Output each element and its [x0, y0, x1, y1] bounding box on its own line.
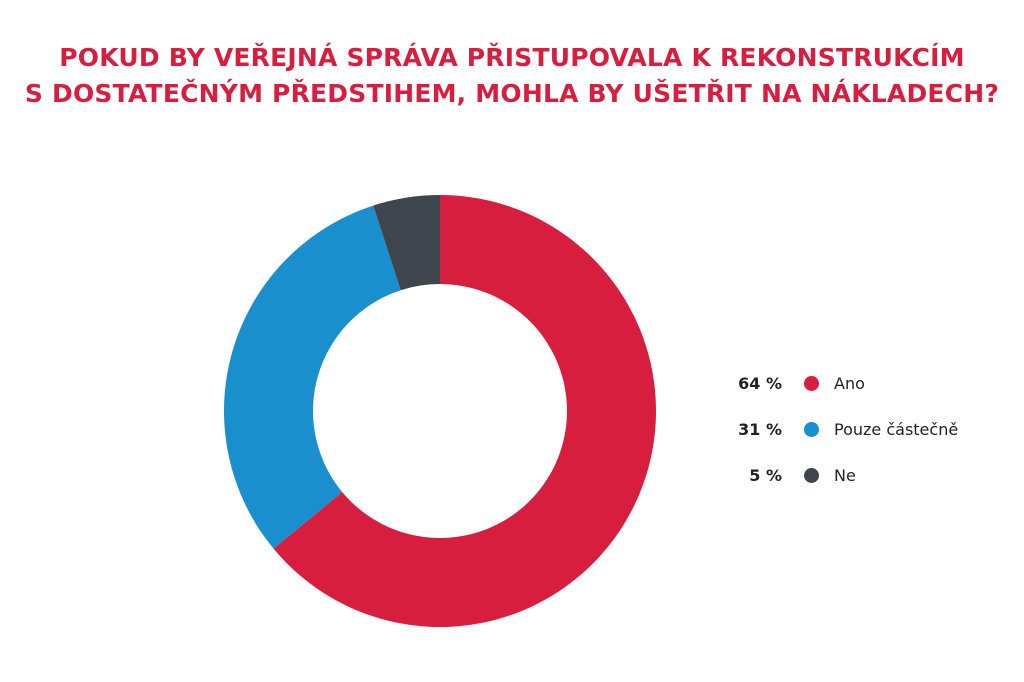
legend-label-pouze-castecne: Pouze částečně	[834, 419, 959, 439]
chart-title-line-1: POKUD BY VEŘEJNÁ SPRÁVA PŘISTUPOVALA K R…	[59, 43, 965, 72]
donut-slice-pouze-castecne	[223, 205, 401, 549]
legend-swatch-ano	[804, 375, 819, 391]
legend-swatch-pouze-castecne	[804, 421, 819, 437]
legend: 64 % Ano 31 % Pouze částečně 5 % Ne	[720, 360, 958, 498]
donut-slice-ne	[373, 195, 440, 291]
legend-item-ne: 5 % Ne	[720, 452, 958, 498]
donut-slice-ano	[273, 195, 656, 627]
legend-item-pouze-castecne: 31 % Pouze částečně	[720, 406, 958, 452]
legend-value-pouze-castecne: 31 %	[738, 419, 782, 439]
chart-title-line-2: S DOSTATEČNÝM PŘEDSTIHEM, MOHLA BY UŠETŘ…	[24, 79, 1000, 108]
legend-item-ano: 64 % Ano	[720, 360, 958, 406]
legend-value-ne: 5 %	[749, 465, 782, 485]
chart-title: POKUD BY VEŘEJNÁ SPRÁVA PŘISTUPOVALA K R…	[0, 40, 1024, 112]
legend-swatch-ne	[804, 467, 819, 483]
legend-label-ano: Ano	[834, 373, 865, 393]
legend-value-ano: 64 %	[738, 373, 782, 393]
legend-label-ne: Ne	[834, 465, 856, 485]
